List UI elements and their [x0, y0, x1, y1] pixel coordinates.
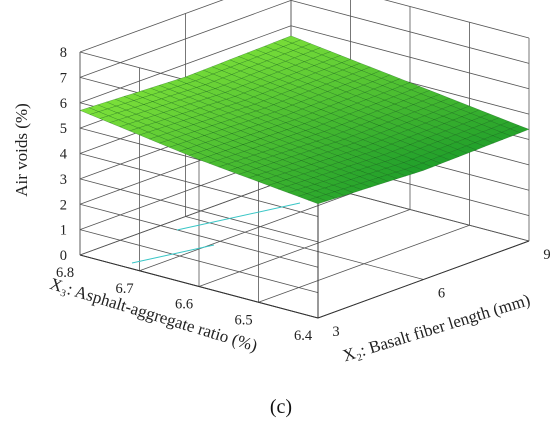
y-tick-label: 6.6 [175, 297, 193, 313]
response-surface [79, 35, 530, 204]
z-tick-label: 6 [60, 96, 67, 112]
x-axis-title: X₂: Basalt fiber length (mm) [340, 290, 532, 365]
y-tick-label: 6.4 [294, 328, 313, 344]
y-axis-line [79, 254, 319, 319]
floor-gridline-y [139, 193, 351, 272]
z-tick-label: 1 [60, 223, 67, 239]
y-tick-label: 6.7 [115, 281, 133, 297]
z-tick-label: 7 [60, 70, 67, 86]
floor-gridline-y [258, 224, 470, 303]
tick-labels: 0 1 2 3 4 5 6 7 8 6.4 6.5 6.6 6.7 6.8 3 6 9 [56, 45, 550, 344]
z-tick-label: 4 [60, 147, 68, 163]
z-tick-label: 3 [60, 172, 67, 188]
y-axis-title: X₃: Asphalt-aggregate ratio (%) [48, 274, 260, 355]
x-tick-label: 6 [438, 286, 445, 302]
floor-contour-line [176, 202, 301, 231]
z-tick-label: 0 [60, 248, 67, 264]
figure-caption: (c) [270, 396, 292, 418]
floor-contour-line [131, 244, 215, 264]
surface-patch [307, 197, 328, 204]
floor-gridline-y [198, 209, 411, 287]
x-tick-label: 3 [332, 324, 339, 340]
y-tick-label: 6.5 [234, 312, 252, 328]
x-tick-label: 9 [543, 247, 550, 263]
floor-gridline-y [79, 177, 292, 256]
z-tick-label: 5 [60, 121, 67, 137]
z-tick-label: 8 [60, 45, 67, 61]
z-axis-title: Air voids (%) [12, 103, 31, 196]
x-axis-line [317, 240, 530, 319]
y-tick-label: 6.8 [56, 265, 74, 281]
z-tick-label: 2 [60, 197, 67, 213]
